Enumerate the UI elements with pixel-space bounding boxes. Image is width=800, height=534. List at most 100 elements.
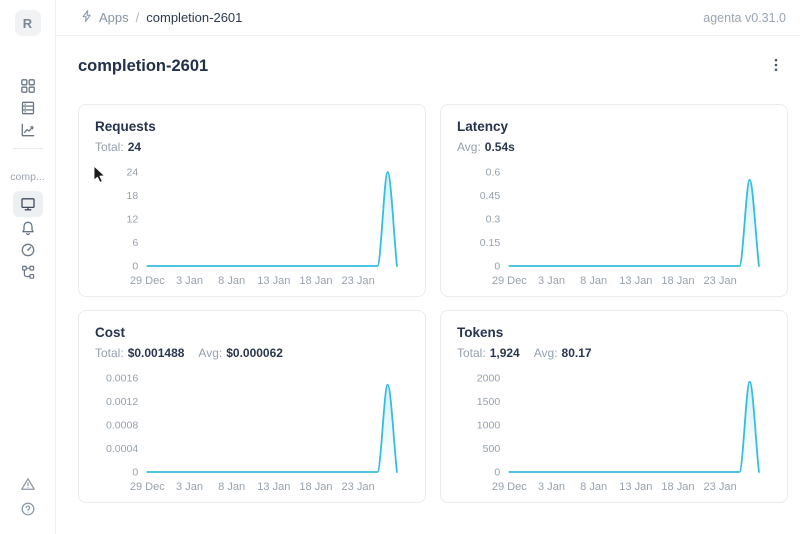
card-stats: Total: $0.001488 Avg: $0.000062: [95, 345, 409, 361]
metric-chart[interactable]: 0 0.0004 0.0008 0.0012 0.0016 29 Dec 3 Jan 8 Ja…: [95, 366, 409, 498]
sidebar-item-help[interactable]: [13, 498, 43, 520]
sidebar-item-overview[interactable]: [12, 191, 43, 217]
metric-card: Cost Total: $0.001488 Avg: $0.000062 0 0.000…: [78, 310, 426, 503]
svg-text:18 Jan: 18 Jan: [299, 275, 332, 287]
sidebar-item-gauge[interactable]: [13, 239, 43, 261]
svg-text:8 Jan: 8 Jan: [218, 275, 245, 287]
title-row: completion-2601: [78, 54, 788, 78]
svg-text:29 Dec: 29 Dec: [492, 275, 528, 287]
svg-text:18 Jan: 18 Jan: [661, 481, 694, 493]
svg-text:23 Jan: 23 Jan: [704, 275, 737, 287]
svg-text:12: 12: [127, 214, 139, 226]
svg-text:18 Jan: 18 Jan: [661, 275, 694, 287]
stat-value: 24: [127, 140, 142, 154]
grid-icon: [20, 78, 36, 94]
page-menu-button[interactable]: [764, 54, 788, 78]
metric-chart[interactable]: 0 6 12 18 24 29 Dec 3 Jan 8 Jan 13 Jan 18 Jan 23 J…: [95, 160, 409, 292]
line-chart-icon: [20, 122, 36, 138]
metric-chart[interactable]: 0 0.15 0.3 0.45 0.6 29 Dec 3 Jan 8 Jan 13 Jan 18 …: [457, 160, 771, 292]
breadcrumb-root-label: Apps: [99, 10, 129, 25]
svg-text:8 Jan: 8 Jan: [580, 275, 607, 287]
svg-text:23 Jan: 23 Jan: [342, 275, 375, 287]
card-stats: Total: 1,924 Avg: 80.17: [457, 345, 771, 361]
stat-pair: Total: 1,924: [457, 345, 520, 361]
svg-text:0: 0: [132, 261, 138, 273]
stat-pair: Avg: 80.17: [534, 345, 592, 361]
svg-text:0: 0: [132, 467, 138, 479]
table-icon: [20, 100, 36, 116]
tree-icon: [20, 264, 36, 280]
svg-text:13 Jan: 13 Jan: [619, 481, 652, 493]
svg-text:0.3: 0.3: [486, 214, 501, 226]
svg-text:29 Dec: 29 Dec: [492, 481, 528, 493]
svg-text:6: 6: [132, 237, 138, 249]
metric-chart[interactable]: 0 500 1000 1500 2000 29 Dec 3 Jan 8 Jan 13 Jan 18…: [457, 366, 771, 498]
metric-card: Latency Avg: 0.54s 0 0.15 0.3 0.45 0.6 29 Dec 3…: [440, 104, 788, 297]
breadcrumb-separator: /: [135, 10, 140, 25]
svg-text:8 Jan: 8 Jan: [580, 481, 607, 493]
svg-text:0.0012: 0.0012: [106, 396, 138, 408]
card-stats: Total: 24: [95, 139, 409, 155]
breadcrumb-current: completion-2601: [146, 10, 243, 25]
sidebar-item-alerts[interactable]: [13, 473, 43, 495]
stat-value: $0.000062: [226, 346, 283, 360]
breadcrumb: Apps / completion-2601: [80, 9, 242, 26]
gauge-icon: [20, 242, 36, 258]
stat-value: 80.17: [561, 346, 592, 360]
stat-label: Avg:: [533, 346, 558, 360]
svg-text:29 Dec: 29 Dec: [130, 481, 166, 493]
svg-text:23 Jan: 23 Jan: [342, 481, 375, 493]
card-title: Requests: [95, 119, 156, 134]
bell-icon: [20, 220, 36, 236]
svg-text:3 Jan: 3 Jan: [538, 275, 565, 287]
svg-text:3 Jan: 3 Jan: [176, 481, 203, 493]
svg-text:13 Jan: 13 Jan: [257, 275, 290, 287]
svg-text:0: 0: [494, 467, 500, 479]
monitor-icon: [20, 196, 36, 212]
svg-text:18 Jan: 18 Jan: [299, 481, 332, 493]
svg-text:500: 500: [483, 443, 501, 455]
metric-card: Requests Total: 24 0 6 12 18 24 29 Dec 3 Jan 8 J…: [78, 104, 426, 297]
breadcrumb-apps-link[interactable]: Apps: [80, 9, 129, 26]
stat-pair: Total: 24: [95, 139, 141, 155]
sidebar-divider: [12, 148, 43, 149]
help-circle-icon: [20, 501, 36, 517]
svg-text:1000: 1000: [477, 420, 501, 432]
card-title: Latency: [457, 119, 509, 134]
svg-text:0: 0: [494, 261, 500, 273]
stat-pair: Total: $0.001488: [95, 345, 184, 361]
sidebar-item-observability[interactable]: [13, 119, 43, 141]
top-bar: Apps / completion-2601 agenta v0.31.0: [56, 0, 800, 36]
ellipsis-vertical-icon: [769, 57, 783, 76]
workspace-avatar[interactable]: R: [14, 10, 41, 36]
sidebar-app-label: comp...: [10, 171, 45, 183]
svg-text:18: 18: [127, 190, 139, 202]
svg-text:0.15: 0.15: [480, 237, 501, 249]
page-content: completion-2601 Requests Total: 24 0 6 12 18…: [56, 36, 800, 503]
charts-grid: Requests Total: 24 0 6 12 18 24 29 Dec 3 Jan 8 J…: [78, 104, 788, 503]
stat-label: Total:: [95, 346, 124, 360]
stat-value: $0.001488: [127, 346, 185, 360]
sidebar-item-apps[interactable]: [13, 75, 43, 97]
metric-card: Tokens Total: 1,924 Avg: 80.17 0 500 1000 1500…: [440, 310, 788, 503]
main-area: Apps / completion-2601 agenta v0.31.0 co…: [56, 0, 800, 534]
stat-value: 1,924: [489, 346, 520, 360]
svg-text:29 Dec: 29 Dec: [130, 275, 166, 287]
svg-text:0.6: 0.6: [486, 167, 501, 179]
stat-label: Total:: [457, 346, 486, 360]
svg-text:13 Jan: 13 Jan: [257, 481, 290, 493]
svg-text:0.0008: 0.0008: [106, 420, 138, 432]
svg-text:3 Jan: 3 Jan: [176, 275, 203, 287]
stat-value: 0.54s: [484, 140, 515, 154]
bolt-icon: [80, 9, 94, 26]
card-stats: Avg: 0.54s: [457, 139, 771, 155]
page-title: completion-2601: [78, 56, 209, 75]
svg-text:3 Jan: 3 Jan: [538, 481, 565, 493]
svg-text:2000: 2000: [477, 373, 501, 385]
sidebar-item-traces[interactable]: [13, 261, 43, 283]
stat-pair: Avg: 0.54s: [457, 139, 515, 155]
sidebar-item-testsets[interactable]: [13, 97, 43, 119]
sidebar-item-bell[interactable]: [13, 217, 43, 239]
stat-label: Total:: [95, 140, 124, 154]
